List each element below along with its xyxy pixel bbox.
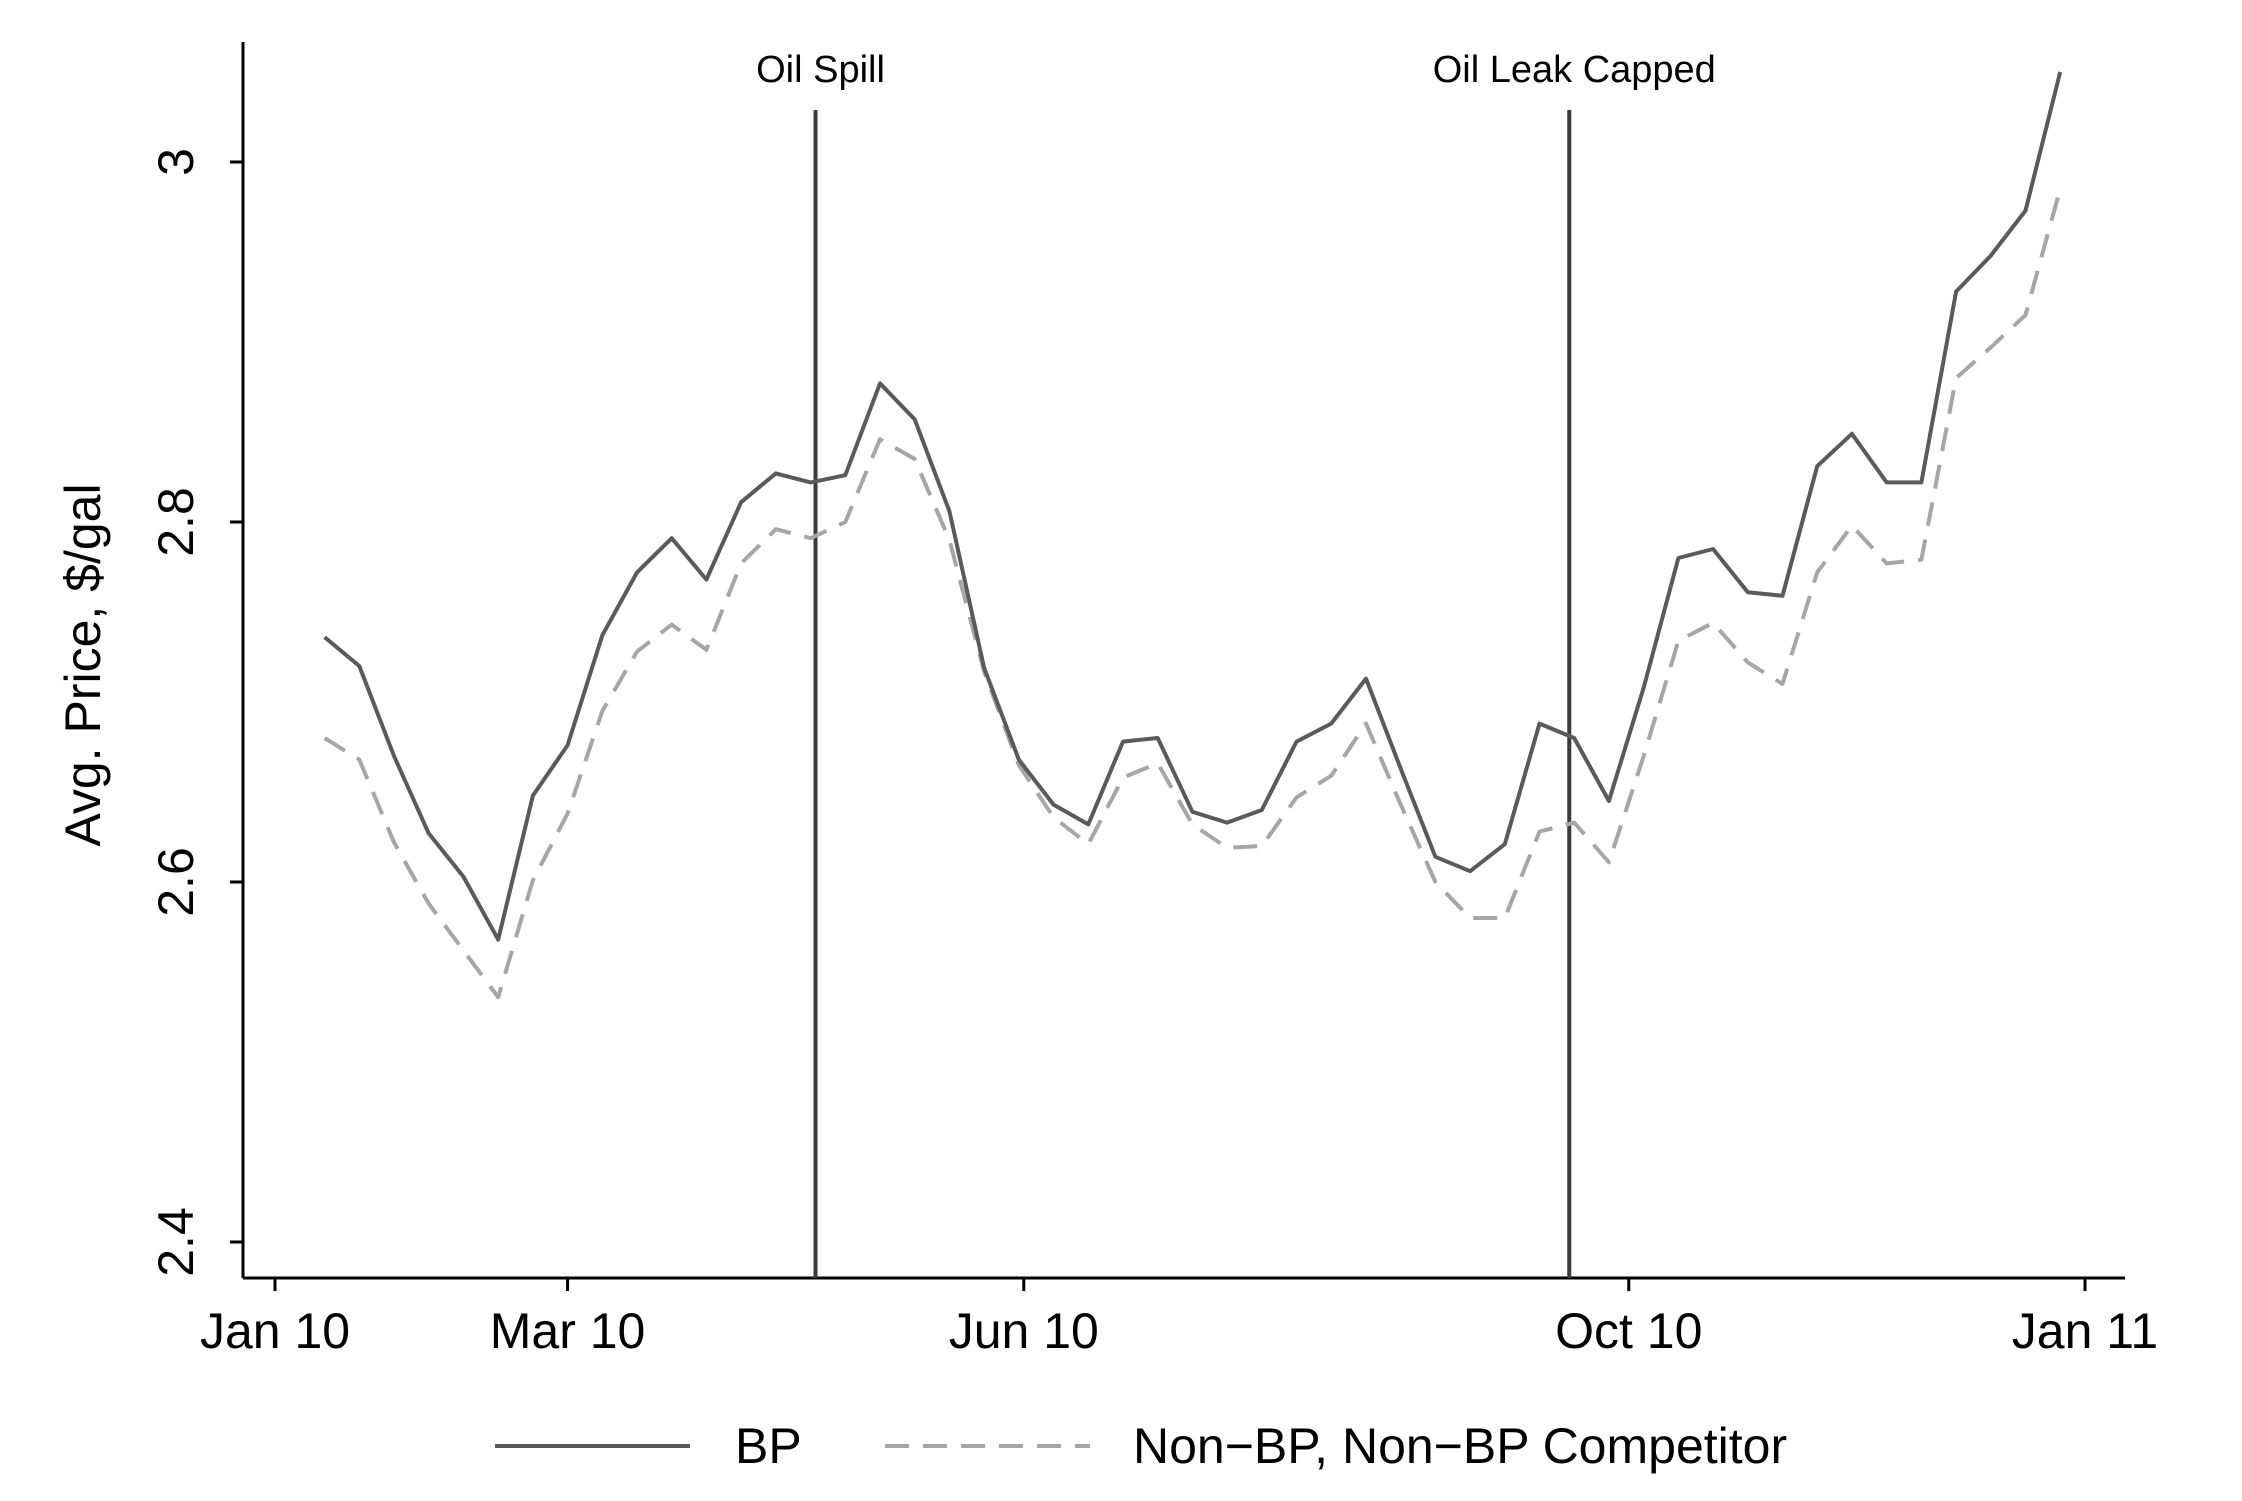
event-label: Oil Leak Capped xyxy=(1433,49,1716,91)
series-group xyxy=(323,71,2063,1000)
y-tick-label: 3 xyxy=(148,148,204,176)
legend-label-bp: BP xyxy=(735,1418,802,1474)
x-tick-label: Jan 11 xyxy=(2012,1303,2158,1359)
event-label: Oil Spill xyxy=(756,49,885,91)
y-tick-label: 2.4 xyxy=(148,1207,204,1277)
y-axis-label: Avg. Price, $/gal xyxy=(55,483,111,846)
x-tick-label: Jun 10 xyxy=(949,1303,1099,1359)
series-line-non-bp xyxy=(323,188,2063,1000)
axes: 2.4 2.6 2.8 3 Jan 10 Mar 10 Jun 10 Oct 10 Jan 11 xyxy=(148,42,2158,1359)
legend-label-non-bp: Non−BP, Non−BP Competitor xyxy=(1133,1418,1787,1474)
legend: BP Non−BP, Non−BP Competitor xyxy=(495,1418,1787,1474)
y-tick-label: 2.6 xyxy=(148,847,204,917)
series-line-bp xyxy=(323,71,2063,942)
x-tick-label: Mar 10 xyxy=(490,1303,646,1359)
y-tick-label: 2.8 xyxy=(148,487,204,557)
event-markers: Oil Spill Oil Leak Capped xyxy=(756,49,1716,1278)
x-tick-label: Oct 10 xyxy=(1555,1303,1702,1359)
x-tick-label: Jan 10 xyxy=(200,1303,350,1359)
